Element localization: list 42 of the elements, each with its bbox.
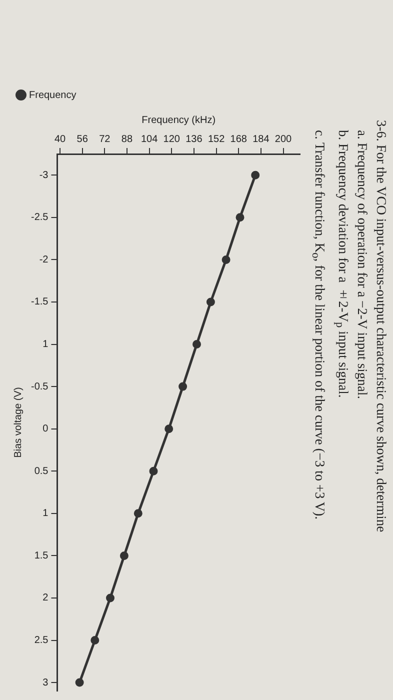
y-tick-label: 0.5 <box>34 466 49 477</box>
x-tick-label: 184 <box>252 134 270 145</box>
x-tick-label: 136 <box>186 134 203 145</box>
y-tick-label: -2 <box>39 254 49 266</box>
point <box>222 255 230 264</box>
point <box>134 509 142 518</box>
point <box>90 636 100 645</box>
point <box>178 382 188 391</box>
point <box>251 170 260 180</box>
point <box>192 340 202 349</box>
text: 3-6. For the VCO input-versus-output characteristic curve shown, determine <box>373 120 390 534</box>
x-tick-label: 72 <box>99 134 111 145</box>
x-tick-label: 120 <box>163 134 180 145</box>
y-tick-label: 1 <box>42 508 49 520</box>
y-axis-title: Bias voltage (V) <box>12 387 24 458</box>
point <box>120 551 128 560</box>
y-tick-label: -3 <box>39 170 49 181</box>
point <box>149 466 158 476</box>
point <box>206 298 215 306</box>
y-tick-label: 2.5 <box>34 635 49 646</box>
x-tick-label: 104 <box>140 134 158 145</box>
x-tick-label: 168 <box>230 134 248 145</box>
y-tick-label: -1.5 <box>30 296 49 308</box>
point <box>75 678 84 687</box>
x-tick-label: 40 <box>54 134 66 145</box>
y-tick-label: -2.5 <box>30 212 49 224</box>
point <box>236 213 244 222</box>
y-tick-label: 2 <box>42 592 49 604</box>
y-tick-label: 3 <box>42 677 49 688</box>
x-tick-label: 88 <box>121 134 133 145</box>
legend-label: Frequency <box>29 90 76 101</box>
x-tick-label: 56 <box>76 134 88 145</box>
y-tick-label: 0 <box>42 424 49 435</box>
point <box>106 594 114 602</box>
text: a. Frequency of operation for a −2-V input signal. <box>354 129 371 402</box>
y-tick-label: -0.5 <box>30 381 49 392</box>
y-tick-label: 1.5 <box>34 550 49 562</box>
x-tick-label: 152 <box>208 134 226 145</box>
x-tick-label: 200 <box>274 134 292 145</box>
point <box>164 424 174 434</box>
x-axis-title: Frequency (kHz) <box>142 114 216 126</box>
y-tick-label: 1 <box>42 339 49 350</box>
